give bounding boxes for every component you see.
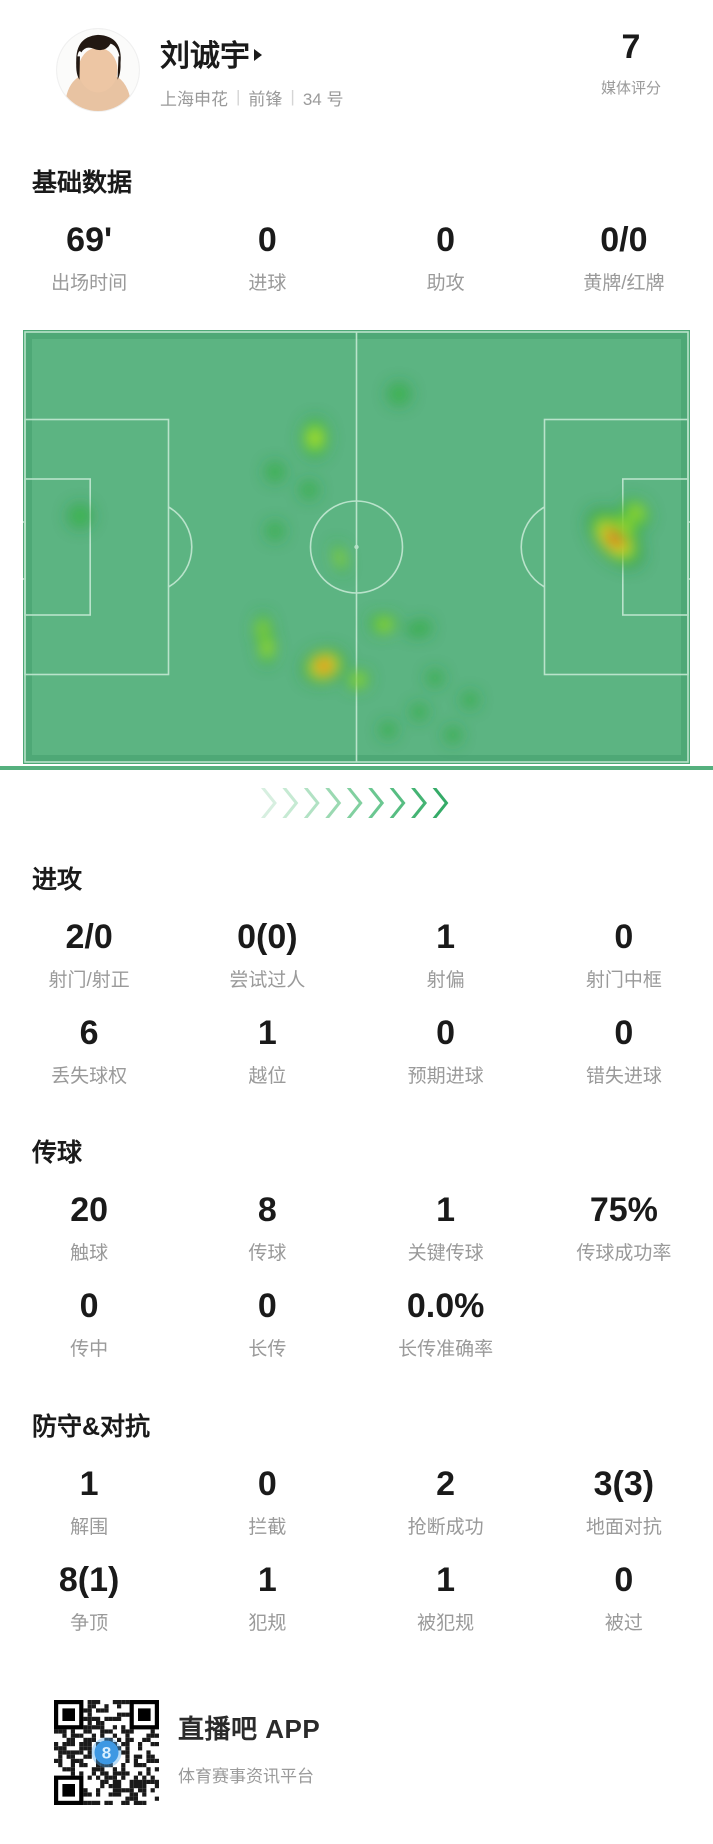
svg-text:8: 8	[101, 1743, 110, 1762]
